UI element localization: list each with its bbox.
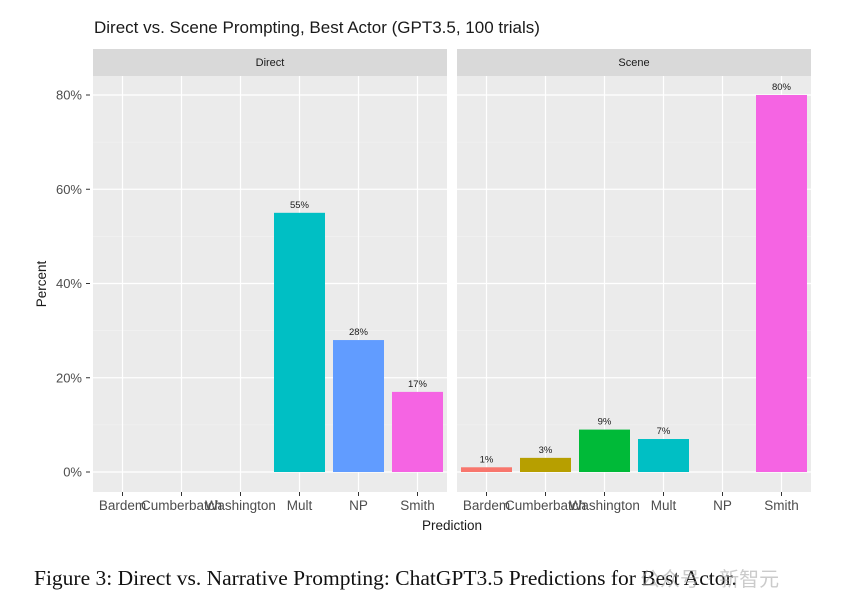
y-tick-label: 20% — [56, 370, 82, 385]
bar-data-label: 17% — [408, 379, 428, 390]
bar — [274, 212, 325, 472]
y-tick-label: 0% — [63, 465, 82, 480]
bar — [756, 95, 807, 472]
x-tick-label: Cumberbatch — [505, 498, 586, 513]
x-tick-label: Mult — [287, 498, 313, 513]
panel-strip — [93, 49, 447, 76]
bar — [520, 457, 571, 472]
bar-data-label: 80% — [772, 82, 792, 93]
y-tick-label: 40% — [56, 276, 82, 291]
x-axis-label: Prediction — [422, 518, 482, 533]
bar — [461, 467, 512, 472]
bar-data-label: 7% — [657, 426, 671, 437]
bar-data-label: 55% — [290, 200, 310, 211]
panel-strip-label: Scene — [618, 57, 649, 69]
y-tick-label: 80% — [56, 88, 82, 103]
y-tick-label: 60% — [56, 182, 82, 197]
x-tick-label: Cumberbatch — [141, 498, 222, 513]
bar-chart: 0%20%40%60%80%PercentDirectBardemCumberb… — [34, 49, 811, 533]
y-axis-label: Percent — [34, 260, 49, 307]
x-tick-label: NP — [349, 498, 368, 513]
bar-data-label: 28% — [349, 327, 369, 338]
bar-data-label: 9% — [598, 417, 612, 428]
x-tick-label: Bardem — [99, 498, 146, 513]
chart-title: Direct vs. Scene Prompting, Best Actor (… — [94, 18, 540, 37]
panel-strip-label: Direct — [256, 57, 285, 69]
bar — [638, 439, 689, 472]
bar-data-label: 1% — [480, 454, 494, 465]
x-tick-label: Mult — [651, 498, 677, 513]
panel-strip — [457, 49, 811, 76]
x-tick-label: Washington — [205, 498, 276, 513]
watermark: 公众号 · 新智元 — [640, 567, 780, 591]
bar — [392, 391, 443, 472]
x-tick-label: Smith — [764, 498, 799, 513]
x-tick-label: Bardem — [463, 498, 510, 513]
bar-data-label: 3% — [539, 445, 553, 456]
figure-caption: Figure 3: Direct vs. Narrative Prompting… — [34, 566, 737, 590]
bar — [333, 340, 384, 472]
x-tick-label: Smith — [400, 498, 435, 513]
x-tick-label: Washington — [569, 498, 640, 513]
x-tick-label: NP — [713, 498, 732, 513]
bar — [579, 429, 630, 472]
